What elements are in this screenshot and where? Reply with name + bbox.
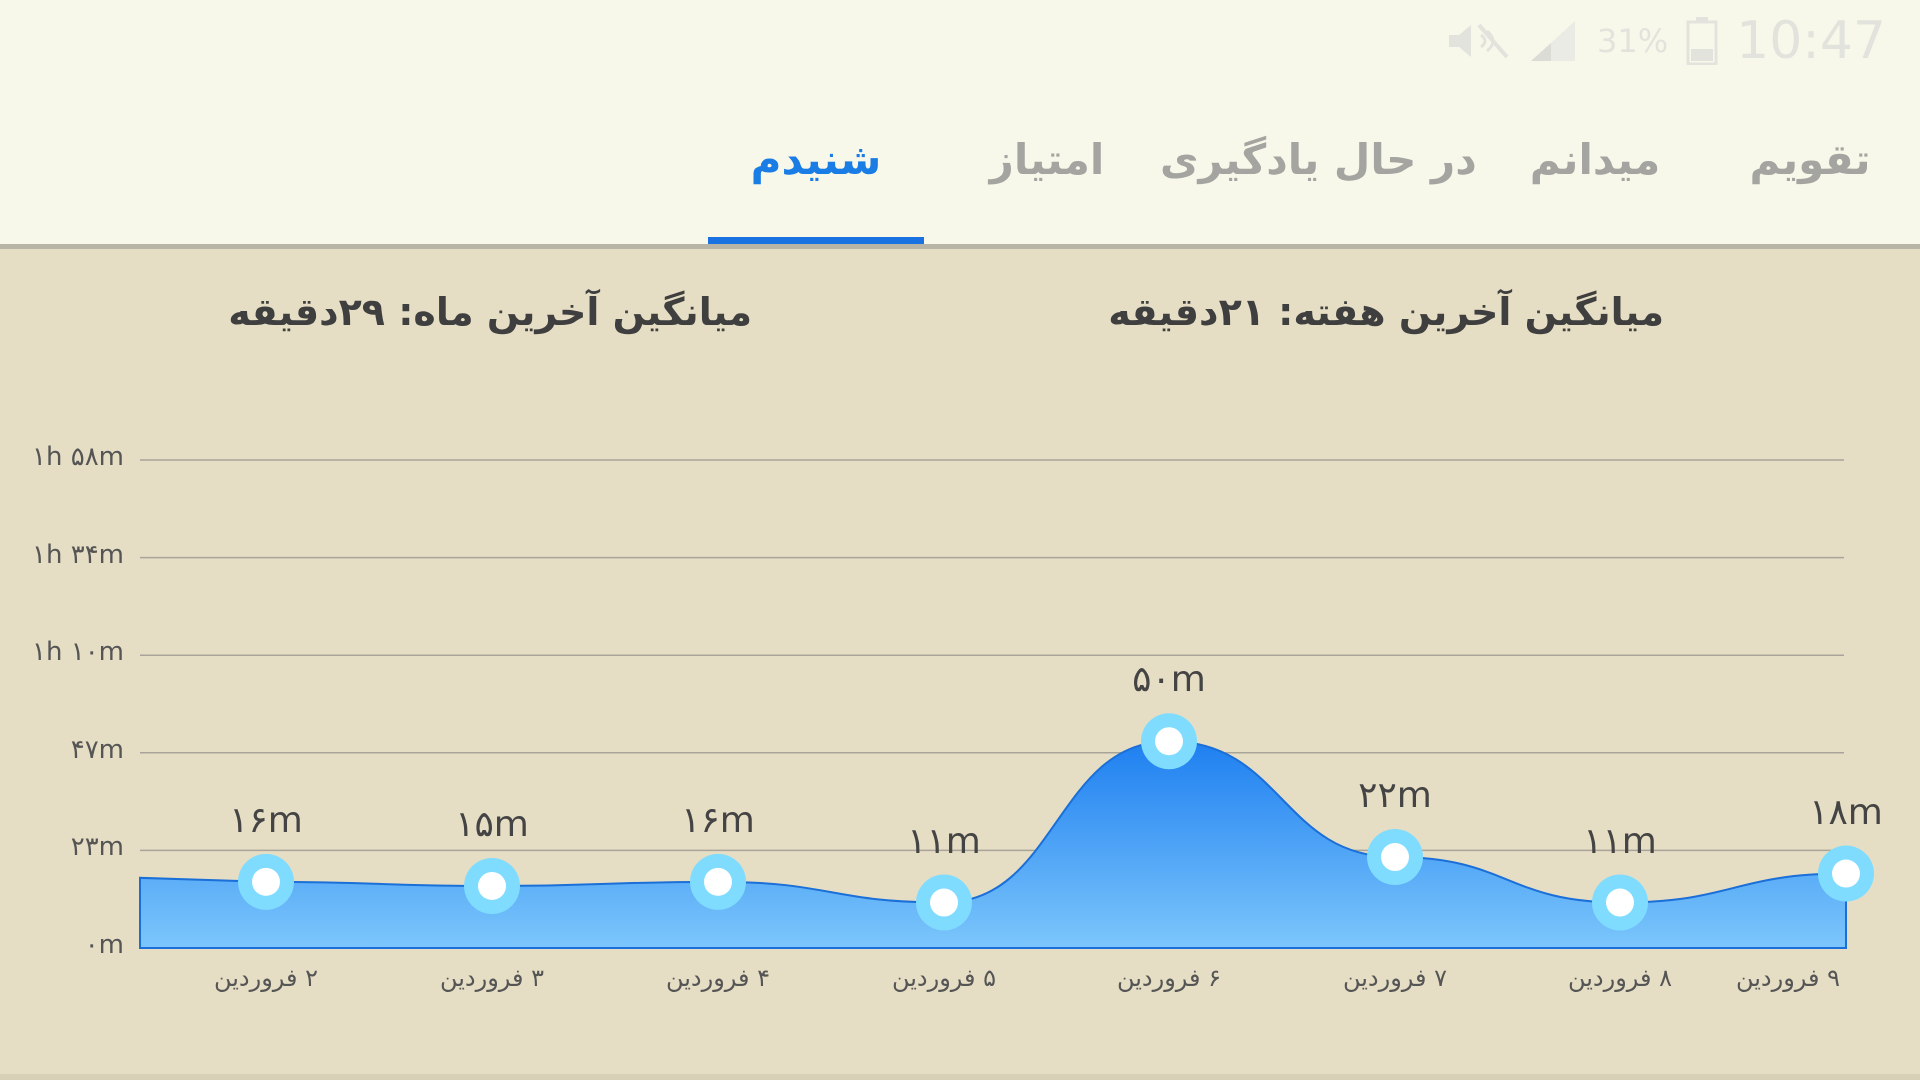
tab-know[interactable]: میدانم	[1529, 135, 1661, 184]
battery-percent: 31%	[1597, 22, 1669, 60]
y-tick-label: ۰m	[84, 930, 124, 960]
data-point-center	[478, 871, 506, 900]
tab-bar: تقویم میدانم در حال یادگیری امتیاز شنیدم	[0, 104, 1920, 244]
tab-learning[interactable]: در حال یادگیری	[1160, 135, 1477, 184]
x-tick-label: ۳ فروردین	[439, 964, 545, 992]
header-divider	[0, 244, 1920, 249]
data-point-center	[704, 867, 732, 896]
app-header	[0, 0, 1920, 244]
value-label: ۱۸m	[1809, 791, 1883, 833]
status-time: 10:47	[1736, 11, 1886, 71]
value-label: ۵۰m	[1132, 659, 1206, 701]
mute-icon	[1445, 21, 1511, 61]
x-tick-label: ۶ فروردین	[1116, 964, 1222, 992]
value-label: ۱۵m	[455, 803, 529, 845]
y-tick-label: ۱h ۱۰m	[32, 637, 124, 668]
signal-icon	[1529, 19, 1579, 63]
tab-heard[interactable]: شنیدم	[750, 135, 882, 184]
x-tick-label: ۵ فروردین	[891, 964, 997, 992]
active-tab-indicator	[708, 237, 924, 244]
data-point-center	[1832, 859, 1860, 888]
value-label: ۲۲m	[1358, 775, 1432, 817]
y-tick-label: ۴۷m	[70, 734, 124, 765]
data-point-center	[1606, 888, 1634, 917]
value-label: ۱۶m	[681, 799, 755, 841]
data-point-center	[930, 888, 958, 917]
y-tick-label: ۱h ۳۴m	[32, 539, 124, 570]
y-tick-label: ۱h ۵۸m	[32, 442, 124, 472]
battery-icon	[1686, 17, 1718, 65]
data-point-center	[1381, 843, 1409, 872]
x-tick-label: ۷ فروردین	[1342, 964, 1448, 992]
weekly-average: میانگین آخرین هفته: ۲۱دقیقه	[1108, 290, 1664, 334]
value-label: ۱۶m	[229, 799, 303, 841]
x-tick-label: ۸ فروردین	[1567, 964, 1673, 992]
x-tick-label: ۹ فروردین	[1735, 964, 1841, 992]
data-point-center	[1155, 727, 1183, 756]
bottom-divider	[0, 1074, 1920, 1080]
chart-area	[139, 740, 1847, 949]
monthly-average: میانگین آخرین ماه: ۲۹دقیقه	[228, 290, 752, 334]
tab-score[interactable]: امتیاز	[989, 135, 1105, 184]
tab-calendar[interactable]: تقویم	[1749, 135, 1871, 184]
x-tick-label: ۴ فروردین	[665, 964, 771, 992]
data-point-center	[252, 867, 280, 896]
value-label: ۱۱m	[1583, 820, 1657, 862]
x-tick-label: ۲ فروردین	[213, 964, 319, 992]
status-bar: 31% 10:47	[1445, 6, 1886, 76]
value-label: ۱۱m	[907, 820, 981, 862]
y-tick-label: ۲۳m	[70, 832, 124, 863]
